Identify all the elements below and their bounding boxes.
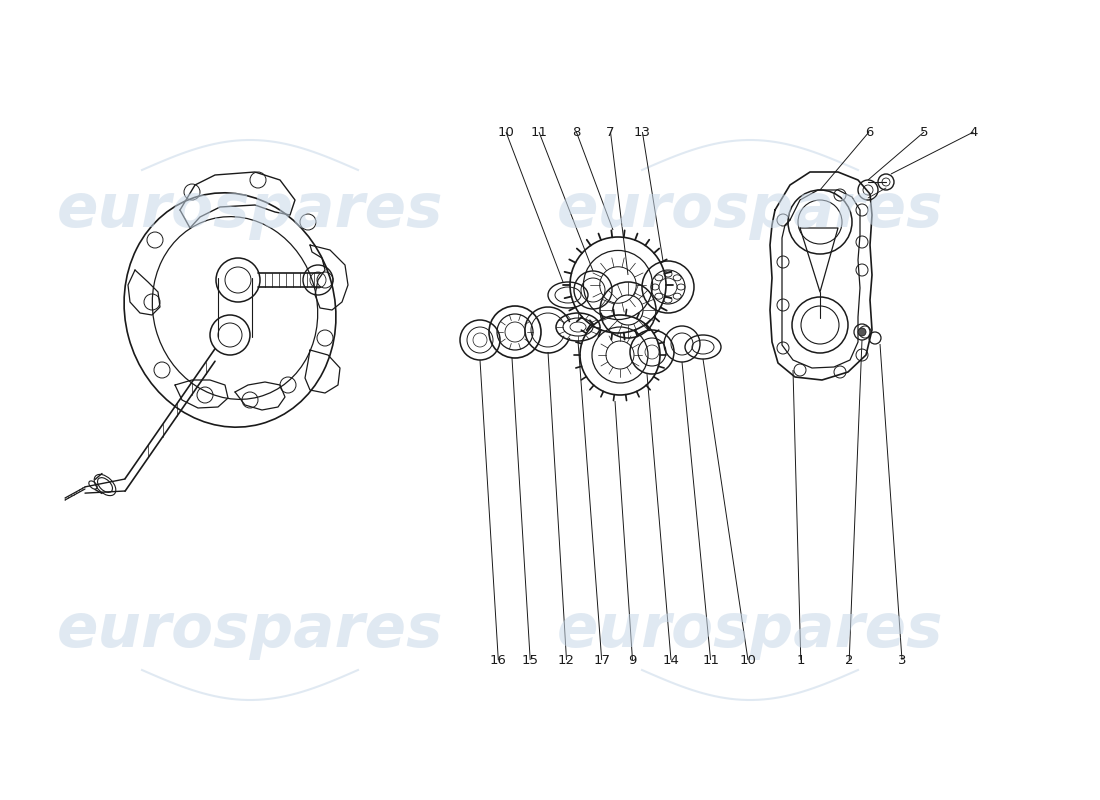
Text: 4: 4: [969, 126, 978, 138]
Text: eurospares: eurospares: [557, 601, 944, 659]
Text: 13: 13: [634, 126, 651, 138]
Text: 2: 2: [845, 654, 854, 666]
Text: 9: 9: [628, 654, 637, 666]
Circle shape: [858, 328, 866, 336]
Text: 14: 14: [662, 654, 680, 666]
Text: 1: 1: [796, 654, 805, 666]
Text: 7: 7: [606, 126, 615, 138]
Text: eurospares: eurospares: [57, 601, 443, 659]
Text: 15: 15: [521, 654, 539, 666]
Text: 16: 16: [490, 654, 507, 666]
Text: 12: 12: [558, 654, 575, 666]
Text: 8: 8: [572, 126, 581, 138]
Text: 11: 11: [530, 126, 548, 138]
Text: 17: 17: [593, 654, 611, 666]
Text: eurospares: eurospares: [57, 181, 443, 239]
Text: 10: 10: [497, 126, 515, 138]
Text: 6: 6: [865, 126, 873, 138]
Text: 3: 3: [898, 654, 906, 666]
Text: 10: 10: [739, 654, 757, 666]
Text: 11: 11: [702, 654, 719, 666]
Text: eurospares: eurospares: [557, 181, 944, 239]
Text: 5: 5: [920, 126, 928, 138]
